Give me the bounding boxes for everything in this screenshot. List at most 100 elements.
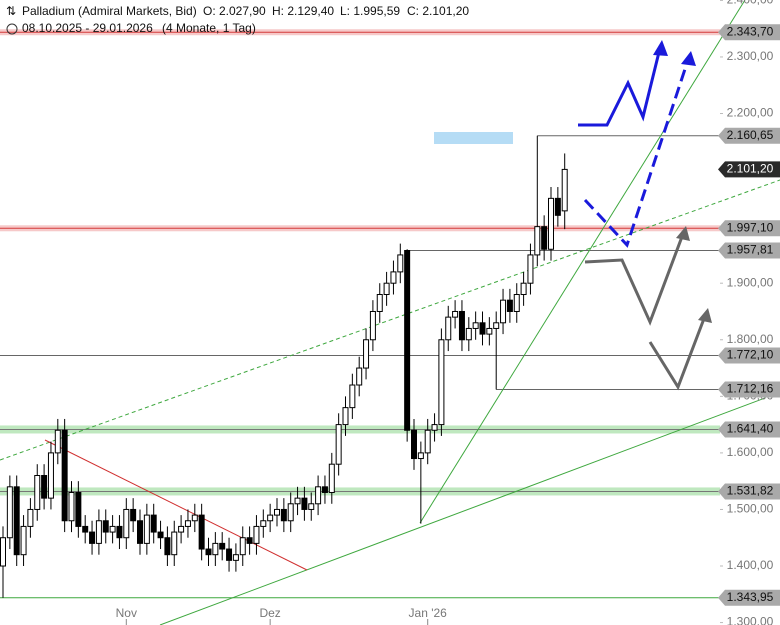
candle-body <box>260 520 267 527</box>
candle-body <box>178 525 185 533</box>
y-tick-label: 1.800,00 <box>727 332 774 346</box>
candle-body <box>493 322 500 329</box>
candle-body <box>34 475 41 510</box>
candle-body <box>513 294 520 312</box>
level-label-box <box>718 242 780 259</box>
candle-body <box>500 299 507 324</box>
highlight-box <box>434 132 513 144</box>
candle-body <box>102 520 109 533</box>
candle-body <box>561 168 568 212</box>
clock-icon <box>6 23 18 35</box>
x-tick-label: Jan '26 <box>409 606 448 620</box>
candle-body <box>404 250 411 431</box>
candle-body <box>116 525 123 539</box>
candle-body <box>171 531 178 556</box>
candle-body <box>123 508 130 539</box>
candle-body <box>397 254 404 273</box>
candle-body <box>335 424 342 465</box>
level-label-box <box>718 24 780 41</box>
level-label: 2.343,70 <box>727 24 774 38</box>
ohlc-close: C: 2.101,20 <box>407 4 469 18</box>
candle-body <box>369 310 376 341</box>
level-label: 1.641,40 <box>727 422 774 436</box>
y-tick-label: 2.300,00 <box>727 49 774 63</box>
level-label: 1.712,16 <box>727 382 774 396</box>
candle-body <box>472 322 479 329</box>
candle-body <box>246 537 253 544</box>
candle-body <box>445 316 452 341</box>
candle-body <box>61 429 68 522</box>
candle-body <box>184 520 191 527</box>
levels <box>0 29 720 599</box>
arrow-head <box>698 308 712 323</box>
candle-body <box>411 429 417 460</box>
level-label-box <box>718 347 780 364</box>
header: ⇅ Palladium (Admiral Markets, Bid) O: 2.… <box>6 4 469 35</box>
candle-body <box>321 486 328 493</box>
candle-body <box>13 486 20 556</box>
candle-body <box>554 197 561 216</box>
candle-body <box>458 310 465 341</box>
scenario-arrow <box>578 47 662 127</box>
period: (4 Monate, 1 Tag) <box>162 21 256 35</box>
candle-body <box>232 554 239 561</box>
ohlc-low: L: 1.995,59 <box>340 4 400 18</box>
candle-body <box>431 424 438 431</box>
candle-body <box>27 508 34 527</box>
chart-title: Palladium (Admiral Markets, Bid) <box>22 4 197 18</box>
y-tick-label: 1.300,00 <box>727 615 774 625</box>
candle-body <box>424 429 431 454</box>
candle-body <box>438 339 445 426</box>
trend-line <box>159 397 766 625</box>
y-tick-label: 1.900,00 <box>727 275 774 289</box>
candle-body <box>356 367 363 386</box>
candle-body <box>280 508 287 522</box>
candle-body <box>274 508 280 516</box>
candle-body <box>226 548 233 561</box>
candle-body <box>157 531 164 539</box>
candle-body <box>41 475 48 499</box>
candle-body <box>54 429 61 454</box>
candle-body <box>143 514 150 544</box>
candles <box>0 135 568 598</box>
candle-body <box>301 497 308 510</box>
scenario-arrow <box>648 315 707 391</box>
level-label-box <box>718 381 780 398</box>
level-label-box <box>718 127 780 144</box>
candle-body <box>109 525 116 533</box>
candle-body <box>294 497 301 505</box>
candle-body <box>191 514 198 522</box>
level-label: 1.997,10 <box>727 220 774 234</box>
candle-body <box>376 294 383 312</box>
trend-line <box>0 179 780 461</box>
arrow-head <box>676 226 690 241</box>
candle-body <box>486 327 493 335</box>
candle-body <box>479 322 486 335</box>
candle-body <box>363 339 370 369</box>
candle-body <box>239 537 246 556</box>
candle-body <box>75 491 82 527</box>
y-tick-label: 1.400,00 <box>727 558 774 572</box>
candle-body <box>520 282 527 296</box>
x-tick-label: Dez <box>259 606 280 620</box>
level-label: 2.101,20 <box>727 162 774 176</box>
arrow-head <box>681 51 696 66</box>
y-tick-label: 1.600,00 <box>727 445 774 459</box>
candle-body <box>267 514 274 522</box>
candle-body <box>6 486 13 539</box>
candle-body <box>137 520 143 544</box>
y-tick-label: 2.400,00 <box>727 0 774 7</box>
candle-body <box>205 548 212 556</box>
candle-body <box>287 503 294 522</box>
trend-line <box>44 439 308 571</box>
y-tick-label: 2.200,00 <box>727 106 774 120</box>
subtitle: 08.10.2025 - 29.01.2026 <box>22 21 153 35</box>
trend-line <box>419 0 746 524</box>
candle-body <box>95 520 102 544</box>
candle-body <box>212 542 219 556</box>
icon: ⇅ <box>6 4 16 18</box>
level-label-box <box>718 421 780 438</box>
candle-body <box>82 525 89 533</box>
